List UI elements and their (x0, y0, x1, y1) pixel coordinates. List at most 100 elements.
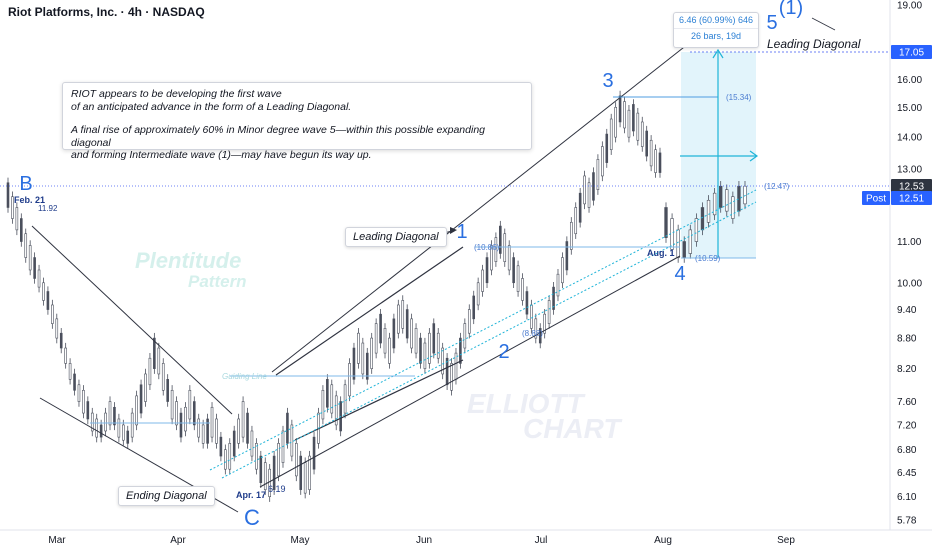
y-tick-label: 6.45 (897, 468, 917, 479)
y-tick-label: 11.00 (897, 237, 922, 248)
candle-body (485, 257, 489, 284)
candle-body (343, 384, 347, 414)
candle-body (503, 233, 507, 262)
wave-label-2: 2 (498, 341, 509, 363)
callout-ending-diagonal[interactable]: Ending Diagonal (118, 486, 215, 506)
y-tick-label: 15.00 (897, 103, 922, 114)
candle-body (578, 192, 582, 223)
candle-body (719, 185, 723, 208)
candle-body (476, 282, 480, 306)
candle-body (737, 185, 741, 212)
candle-body (144, 373, 147, 402)
candle-body (104, 412, 107, 432)
candle-body (574, 207, 578, 235)
candle-body (334, 395, 338, 426)
candle-body (303, 462, 307, 494)
channel-dotted-2 (221, 201, 757, 479)
callout-leading-diagonal-top[interactable]: Leading Diagonal (767, 37, 861, 51)
candle-body (161, 363, 165, 391)
note-line-1: RIOT appears to be developing the first … (71, 88, 282, 100)
y-tick-label: 13.00 (897, 165, 922, 176)
candle-body (95, 418, 99, 438)
candle-body (658, 152, 662, 173)
measurement-box[interactable]: 6.46 (60.99%) 646 26 bars, 19d (673, 12, 759, 48)
candle-body (290, 424, 294, 457)
candle-body (68, 363, 72, 380)
x-tick-label: Jul (535, 535, 548, 546)
candle-body (543, 313, 546, 334)
candle-body (232, 430, 236, 457)
analysis-note[interactable]: RIOT appears to be developing the first … (62, 82, 532, 161)
candle-body (330, 384, 334, 414)
price-annotation: 6.19 (268, 484, 286, 494)
price-annotation: 11.92 (38, 204, 58, 213)
candle-body (192, 401, 196, 426)
candle-body (481, 269, 484, 292)
candle-body (11, 196, 14, 219)
candle-body (157, 347, 161, 375)
candle-body (113, 406, 116, 426)
candle-body (414, 328, 418, 354)
x-tick-label: Apr (170, 535, 186, 546)
price-tag-bg (891, 191, 932, 205)
candle-body (472, 295, 476, 320)
candle-body (436, 332, 440, 359)
candle-body (609, 118, 613, 151)
y-tick-label: 5.78 (897, 516, 917, 527)
candle-body (37, 269, 41, 288)
candle-body (348, 363, 351, 397)
candle-body (556, 273, 560, 297)
x-tick-label: Jun (416, 535, 432, 546)
candle-body (521, 278, 524, 301)
candle-body (596, 159, 600, 190)
candle-body (6, 182, 10, 208)
candle-body (649, 139, 653, 167)
wave-label-3: 3 (602, 70, 613, 92)
candle-body (135, 395, 138, 426)
candle-body (743, 185, 747, 205)
candle-body (82, 389, 85, 414)
candle-body (450, 363, 453, 391)
candle-body (432, 323, 436, 354)
callout-leading-diagonal-mid[interactable]: Leading Diagonal (345, 227, 447, 247)
price-annotation: (10.59) (695, 254, 721, 263)
candle-body (712, 192, 717, 216)
y-tick-label: 8.20 (897, 364, 917, 375)
candle-body (379, 313, 382, 344)
candle-body (614, 106, 617, 138)
candle-body (632, 104, 635, 132)
candle-body (512, 257, 515, 284)
price-annotation: Apr. 17 (236, 490, 266, 500)
candle-body (499, 225, 502, 254)
price-axis[interactable] (890, 0, 932, 530)
candle-body (299, 455, 303, 490)
x-tick-label: Sep (777, 535, 795, 546)
candle-body (423, 342, 427, 369)
candle-body (654, 149, 657, 173)
candle-body (312, 436, 316, 470)
y-tick-label: 7.20 (897, 420, 917, 431)
price-annotation: Aug. 1 (647, 248, 675, 258)
candle-body (246, 412, 249, 444)
y-tick-label: 16.00 (897, 75, 922, 86)
x-tick-label: Aug (654, 535, 672, 546)
candle-body (33, 257, 36, 279)
candle-body (694, 218, 699, 242)
candle-body (397, 304, 400, 334)
price-annotation: (12.47) (764, 182, 790, 191)
candle-body (184, 406, 187, 432)
y-tick-label: 10.00 (897, 278, 922, 289)
y-tick-label: 19.00 (897, 1, 922, 12)
y-tick-label: 6.10 (897, 492, 917, 503)
candle-body (206, 418, 209, 444)
candle-body (428, 332, 431, 364)
candle-body (627, 109, 631, 138)
candle-body (272, 455, 276, 490)
x-tick-label: Mar (48, 535, 66, 546)
candle-body (388, 337, 391, 364)
candle-body (237, 418, 240, 444)
price-tag-bg (862, 191, 890, 205)
candle-body (219, 436, 223, 457)
